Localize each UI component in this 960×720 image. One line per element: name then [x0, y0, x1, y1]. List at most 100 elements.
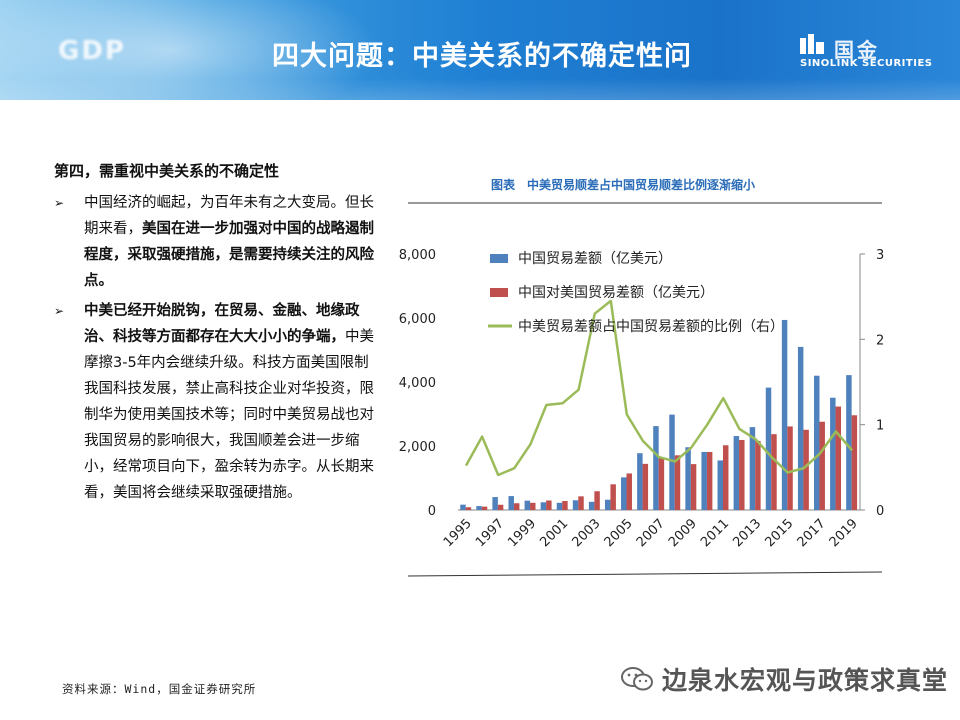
legend-swatch — [490, 288, 508, 297]
x-tick-label: 2017 — [795, 516, 829, 550]
bar-china-trade-balance — [749, 427, 756, 510]
header-banner: GDP 四大问题：中美关系的不确定性问 国金 SINOLINK SECURITI… — [0, 0, 960, 100]
bar-china-us-trade-balance — [578, 496, 584, 510]
legend-label: 中国对美国贸易差额（亿美元） — [518, 285, 714, 301]
text-column: 第四，需重视中美关系的不确定性 ➢ 中国经济的崛起，为百年未有之大变局。但长期来… — [54, 158, 374, 506]
x-tick-label: 1997 — [473, 516, 507, 550]
left-axis-tick-label: 2,000 — [399, 440, 436, 455]
bar-china-trade-balance — [717, 460, 723, 510]
bar-china-trade-balance — [765, 387, 772, 510]
left-axis-tick-label: 8,000 — [399, 248, 436, 263]
legend-label: 中美贸易差额占中国贸易差额的比例（右） — [518, 319, 784, 335]
company-logo: 国金 SINOLINK SECURITIES — [800, 34, 932, 74]
x-tick-label: 2009 — [666, 516, 700, 550]
bullet-1-part-2: 美国在进一步加强对中国的战略遏制程度，采取强硬措施，是需要持续关注的风险点。 — [84, 221, 374, 289]
bar-china-trade-balance — [476, 506, 482, 510]
bar-china-trade-balance — [637, 453, 643, 510]
legend-swatch — [490, 254, 508, 263]
bullet-2: ➢ 中美已经开始脱钩，在贸易、金融、地缘政治、科技等方面都存在大大小小的争端，中… — [54, 298, 374, 506]
bar-china-us-trade-balance — [851, 415, 858, 510]
bar-china-trade-balance — [781, 319, 788, 510]
logo-mark-icon — [800, 34, 826, 56]
bar-china-us-trade-balance — [658, 457, 665, 510]
bar-china-trade-balance — [830, 397, 836, 510]
bar-china-us-trade-balance — [546, 500, 552, 510]
chart-title: 图表 中美贸易顺差占中国贸易顺差比例逐渐缩小 — [491, 178, 756, 192]
banner-stripe — [0, 78, 960, 100]
bar-china-us-trade-balance — [513, 503, 520, 510]
bar-china-us-trade-balance — [722, 445, 729, 510]
bar-china-us-trade-balance — [787, 426, 793, 510]
bar-china-us-trade-balance — [465, 507, 472, 510]
bar-china-trade-balance — [814, 375, 820, 510]
x-tick-label: 2001 — [537, 516, 571, 550]
bar-china-us-trade-balance — [497, 504, 504, 510]
bar-china-trade-balance — [588, 501, 595, 510]
bar-china-us-trade-balance — [690, 464, 697, 510]
x-tick-label: 2005 — [602, 516, 636, 550]
bar-china-trade-balance — [556, 502, 563, 510]
source-note: 资料来源：Wind，国金证券研究所 — [62, 682, 257, 696]
bar-china-us-trade-balance — [530, 502, 536, 510]
bar-china-us-trade-balance — [771, 434, 777, 510]
bullet-arrow-icon: ➢ — [54, 196, 65, 210]
x-tick-label: 2003 — [570, 516, 604, 550]
bullet-2-part-2: 中美摩擦3-5年内会继续升级。科技方面美国限制我国科技发展，禁止高科技企业对华投… — [84, 329, 374, 501]
bar-china-trade-balance — [846, 375, 852, 510]
left-axis-tick-label: 6,000 — [399, 312, 436, 327]
brand-text: GDP — [58, 36, 126, 66]
x-tick-label: 1999 — [505, 516, 539, 550]
bar-china-trade-balance — [733, 436, 740, 510]
bar-china-trade-balance — [508, 496, 514, 510]
bullet-2-part-1: 中美已经开始脱钩，在贸易、金融、地缘政治、科技等方面都存在大大小小的争端， — [84, 303, 360, 345]
bar-china-trade-balance — [701, 451, 707, 510]
bar-china-trade-balance — [797, 346, 804, 510]
bar-china-us-trade-balance — [610, 484, 616, 510]
left-axis-tick-label: 4,000 — [399, 376, 436, 391]
right-axis-tick-label: 0 — [876, 504, 884, 519]
bullet-1-part-1: 中国经济的崛起，为百年未有之大变局。但长期来看， — [84, 195, 374, 237]
bar-china-trade-balance — [621, 477, 627, 510]
bar-china-trade-balance — [604, 499, 611, 510]
bar-china-trade-balance — [460, 504, 466, 510]
wechat-icon — [621, 667, 653, 691]
bar-china-us-trade-balance — [706, 451, 713, 510]
watermark-text: 边泉水宏观与政策求真堂 — [662, 666, 949, 695]
x-tick-label: 2007 — [634, 516, 668, 550]
x-tick-label: 2019 — [827, 516, 861, 550]
watermark: 边泉水宏观与政策求真堂 — [620, 664, 949, 695]
bar-china-trade-balance — [572, 500, 579, 510]
bar-china-us-trade-balance — [626, 473, 632, 510]
bar-china-us-trade-balance — [594, 491, 600, 510]
banner-glow — [0, 0, 380, 100]
bar-china-trade-balance — [685, 447, 691, 510]
bar-china-us-trade-balance — [755, 440, 761, 510]
right-axis-tick-label: 3 — [876, 248, 884, 263]
section-heading: 第四，需重视中美关系的不确定性 — [54, 162, 280, 180]
right-axis-tick-label: 1 — [876, 419, 884, 434]
logo-top-text: 国金 — [834, 38, 880, 62]
bar-china-us-trade-balance — [803, 429, 809, 510]
line-share-ratio — [464, 299, 853, 477]
bullet-arrow-icon: ➢ — [54, 304, 65, 318]
bar-china-us-trade-balance — [481, 506, 488, 510]
bar-china-us-trade-balance — [562, 501, 568, 510]
bar-china-trade-balance — [653, 426, 659, 510]
bar-china-us-trade-balance — [674, 455, 681, 510]
x-tick-label: 2011 — [698, 516, 732, 550]
right-axis-tick-label: 2 — [876, 333, 884, 348]
page-title: 四大问题：中美关系的不确定性问 — [272, 41, 692, 72]
left-axis-tick-label: 0 — [428, 504, 436, 519]
bar-china-trade-balance — [669, 414, 675, 510]
bar-china-trade-balance — [540, 502, 547, 510]
chart-bottom-rule — [407, 571, 883, 577]
bar-china-us-trade-balance — [819, 421, 825, 510]
bar-china-trade-balance — [492, 497, 498, 510]
bar-china-trade-balance — [524, 500, 531, 510]
bullet-1: ➢ 中国经济的崛起，为百年未有之大变局。但长期来看，美国在进一步加强对中国的战略… — [54, 190, 374, 294]
bar-china-us-trade-balance — [835, 406, 842, 510]
logo-bottom-text: SINOLINK SECURITIES — [800, 58, 933, 69]
bar-china-us-trade-balance — [739, 439, 745, 510]
legend-label: 中国贸易差额（亿美元） — [518, 251, 672, 267]
trade-balance-chart: 02,0004,0006,0008,0000123199519971999200… — [399, 202, 884, 577]
